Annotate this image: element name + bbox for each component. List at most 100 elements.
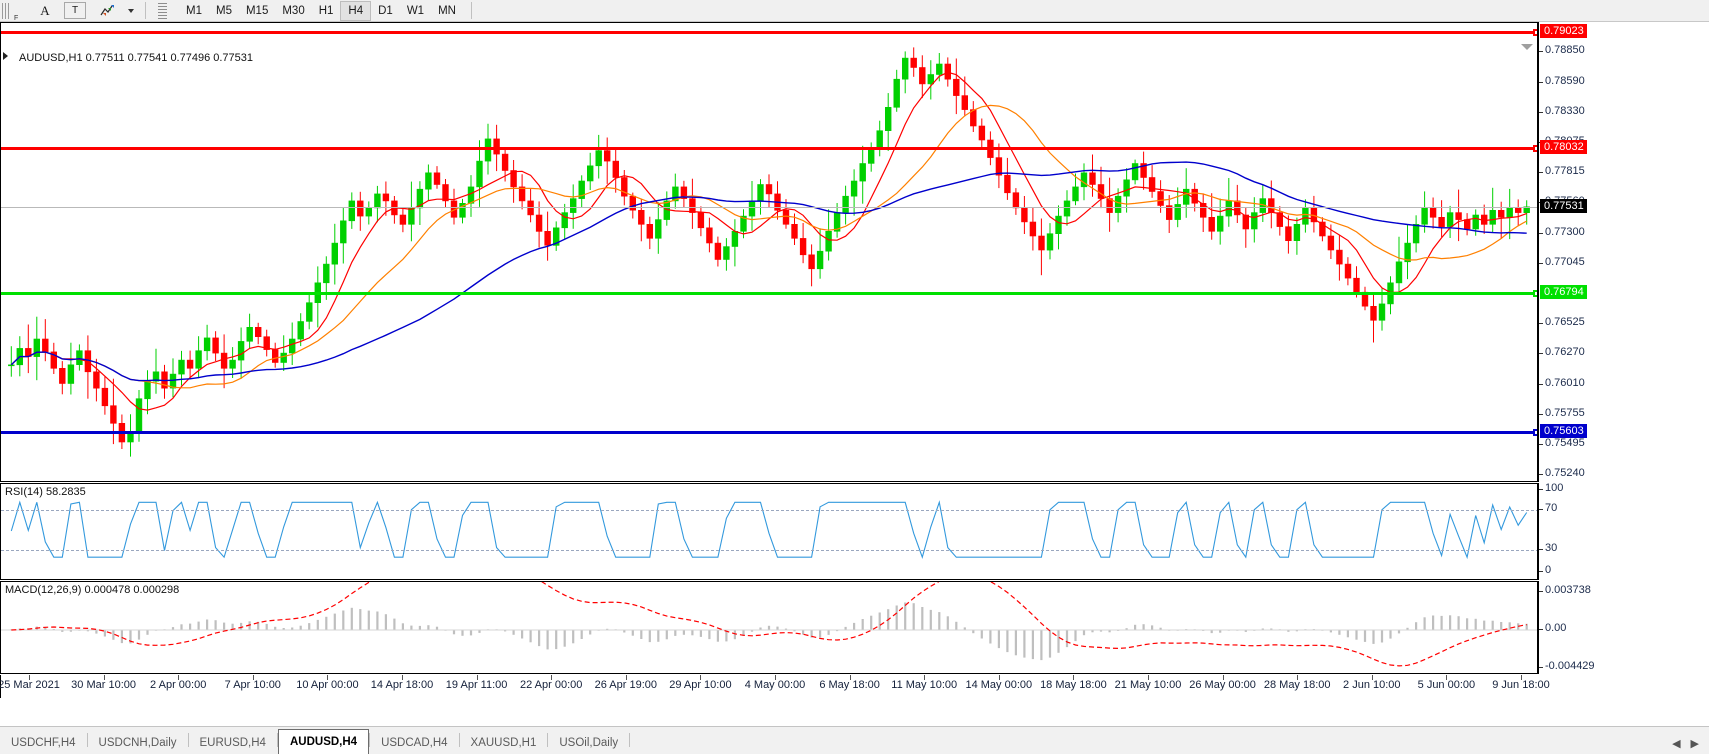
tab-separator — [547, 733, 549, 747]
time-label: 14 Apr 18:00 — [370, 679, 434, 691]
time-tick — [402, 675, 403, 680]
timeframe-d1[interactable]: D1 — [378, 4, 393, 17]
time-label: 4 May 00:00 — [744, 679, 806, 691]
chart-workspace: AUDUSD,H1 0.77511 0.77541 0.77496 0.7753… — [0, 22, 1709, 720]
price-candles — [8, 47, 1530, 457]
time-label: 25 Mar 2021 — [0, 679, 60, 691]
time-label: 9 Jun 18:00 — [1492, 679, 1550, 691]
macd-histogram — [1, 582, 1537, 667]
chart-tab-usdchf-h4[interactable]: USDCHF,H4 — [11, 737, 76, 749]
macd-pane[interactable]: MACD(12,26,9) 0.000478 0.000298 — [0, 581, 1538, 674]
time-tick — [775, 675, 776, 680]
chart-tab-eurusd-h4[interactable]: EURUSD,H4 — [199, 737, 266, 749]
chart-tab-usdcnh-daily[interactable]: USDCNH,Daily — [98, 737, 177, 749]
tab-prev-icon[interactable]: ◀ — [1672, 738, 1681, 750]
time-tick — [998, 675, 1000, 680]
price-chart-pane[interactable]: AUDUSD,H1 0.77511 0.77541 0.77496 0.7753… — [0, 22, 1538, 482]
rsi-scale[interactable]: 100 70 30 0 — [1538, 482, 1709, 580]
price-tag-resistance-red[interactable]: 0.78032 — [1540, 140, 1587, 154]
chart-tab-xauusd-h1[interactable]: XAUUSD,H1 — [470, 737, 537, 749]
rsi-level-70 — [1, 510, 1537, 511]
time-tick — [1371, 675, 1373, 680]
price-scale[interactable]: 0.788500.785900.783300.780750.778150.775… — [1538, 22, 1709, 482]
time-tick — [551, 675, 553, 680]
time-label: 21 May 10:00 — [1114, 679, 1182, 691]
chart-symbol-label: AUDUSD,H1 0.77511 0.77541 0.77496 0.7753… — [19, 52, 254, 64]
time-label: 2 Jun 10:00 — [1343, 679, 1401, 691]
tab-nav-arrows[interactable]: ◀ ▶ — [1672, 737, 1709, 754]
ruler-icon[interactable] — [151, 1, 173, 21]
price-tag-last-price[interactable]: 0.77531 — [1540, 198, 1587, 213]
line-anchor[interactable] — [1533, 429, 1537, 437]
tab-next-icon[interactable]: ▶ — [1690, 738, 1699, 750]
toolbar-grip[interactable] — [2, 2, 9, 19]
chart-tab-usdcad-h4[interactable]: USDCAD,H4 — [381, 737, 448, 749]
time-tick — [1446, 675, 1448, 680]
time-label: 22 Apr 00:00 — [519, 679, 583, 691]
time-tick — [1222, 675, 1224, 680]
resistance-line-78032[interactable] — [1, 145, 1537, 152]
time-axis: 25 Mar 2021 30 Mar 10:00 2 Apr 00:00 7 Apr … — [0, 675, 1550, 698]
grid-f-icon[interactable] — [12, 1, 34, 22]
macd-label: MACD(12,26,9) 0.000478 0.000298 — [5, 584, 180, 596]
chevron-down-icon[interactable] — [118, 1, 140, 21]
time-label: 28 May 18:00 — [1263, 679, 1331, 691]
line-anchor[interactable] — [1533, 29, 1537, 36]
last-price-line — [1, 206, 1537, 208]
timeframe-m15[interactable]: M15 — [245, 4, 269, 17]
line-anchor[interactable] — [1533, 145, 1537, 152]
resistance-line-79023[interactable] — [1, 29, 1537, 36]
chart-tab-audusd-h4[interactable]: AUDUSD,H4 — [277, 729, 370, 754]
time-label: 19 Apr 11:00 — [445, 679, 508, 691]
time-tick — [1297, 675, 1299, 680]
macd-scale[interactable]: 0.003738 0.00 -0.004429 — [1538, 581, 1709, 674]
time-tick — [1521, 675, 1522, 680]
price-tag-support-blue[interactable]: 0.75603 — [1540, 424, 1587, 439]
timeframe-m30[interactable]: M30 — [282, 4, 305, 17]
price-tag-support-green[interactable]: 0.76794 — [1540, 284, 1587, 299]
time-tick — [625, 675, 627, 680]
chart-tab-usoil-daily[interactable]: USOil,Daily — [559, 737, 619, 749]
time-tick — [252, 675, 254, 680]
time-label: 7 Apr 10:00 — [224, 679, 281, 691]
time-label: 18 May 18:00 — [1040, 679, 1107, 691]
time-tick — [327, 675, 329, 680]
time-tick — [29, 675, 30, 680]
line-anchor[interactable] — [1533, 289, 1537, 297]
timeframe-h1[interactable]: H1 — [318, 4, 334, 17]
text-box-icon[interactable]: T — [64, 2, 86, 19]
timeframe-mn[interactable]: MN — [438, 4, 456, 17]
time-label: 6 May 18:00 — [819, 679, 880, 691]
tab-separator — [458, 733, 460, 747]
time-label: 11 May 10:00 — [891, 679, 958, 691]
timeframe-m5[interactable]: M5 — [215, 4, 232, 17]
chart-scroll-marker[interactable] — [1521, 44, 1533, 50]
timeframe-h4[interactable]: H4 — [340, 0, 372, 21]
toolbar-divider-2 — [470, 2, 472, 19]
rsi-line — [10, 500, 1528, 560]
rsi-pane[interactable]: RSI(14) 58.2835 — [0, 483, 1538, 580]
time-label: 10 Apr 00:00 — [296, 679, 359, 691]
time-label: 2 Apr 00:00 — [150, 679, 207, 691]
objects-icon[interactable] — [96, 1, 118, 21]
text-a-icon[interactable]: A — [40, 2, 50, 18]
support-line-76794[interactable] — [1, 289, 1537, 297]
time-tick — [476, 675, 478, 680]
timeframe-m1[interactable]: M1 — [186, 4, 202, 17]
tab-separator — [369, 733, 371, 747]
time-tick — [1073, 675, 1075, 680]
main-toolbar: A T M1 M5 M15 M30 H1 H4 D1 W1 MN — [0, 0, 1709, 22]
rsi-level-30 — [1, 550, 1537, 551]
tab-separator — [276, 733, 278, 747]
time-label: 5 Jun 00:00 — [1417, 679, 1476, 691]
time-label: 30 Mar 10:00 — [71, 679, 137, 691]
timeframe-w1[interactable]: W1 — [406, 4, 425, 17]
time-label: 26 May 00:00 — [1189, 679, 1256, 691]
toolbar-divider — [145, 2, 146, 19]
support-line-75603[interactable] — [1, 429, 1537, 437]
chart-expand-icon[interactable] — [3, 52, 8, 60]
timeframe-group: M1 M5 M15 M30 H1 H4 D1 W1 MN — [179, 0, 463, 21]
time-tick — [103, 675, 105, 680]
price-tag-resistance-red[interactable]: 0.79023 — [1540, 24, 1587, 38]
chart-tab-bar: USDCHF,H4 USDCNH,Daily EURUSD,H4 AUDUSD,H4 U… — [0, 726, 1709, 754]
